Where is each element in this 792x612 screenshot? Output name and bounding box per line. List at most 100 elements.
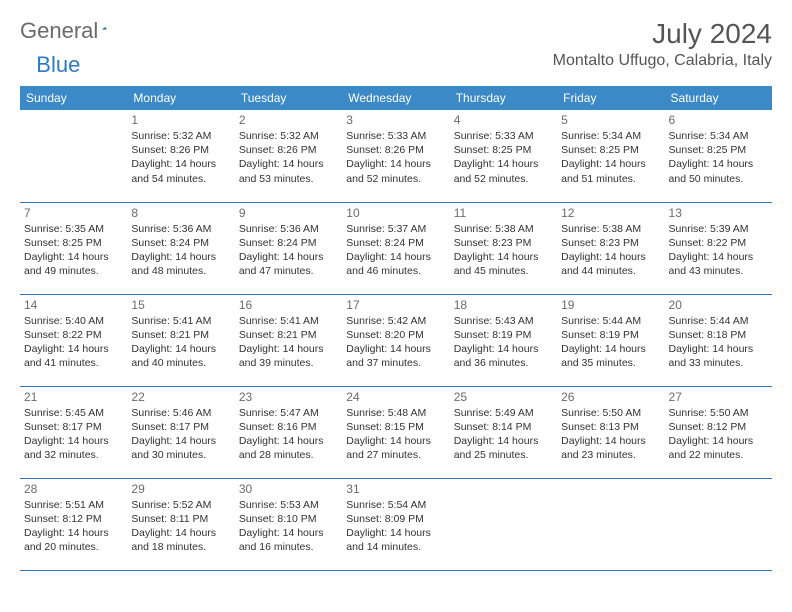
calendar-cell: 11Sunrise: 5:38 AMSunset: 8:23 PMDayligh… (450, 202, 557, 294)
day-number: 24 (346, 390, 445, 404)
day-info: Sunrise: 5:44 AMSunset: 8:19 PMDaylight:… (561, 314, 660, 371)
calendar-cell: 22Sunrise: 5:46 AMSunset: 8:17 PMDayligh… (127, 386, 234, 478)
calendar-cell: 18Sunrise: 5:43 AMSunset: 8:19 PMDayligh… (450, 294, 557, 386)
calendar-cell: 26 Sunrise: 5:50 AMSunset: 8:13 PMDayligh… (557, 386, 664, 478)
day-number: 31 (346, 482, 445, 496)
day-info: Sunrise: 5:54 AMSunset: 8:09 PMDaylight:… (346, 498, 445, 555)
day-number: 6 (669, 113, 768, 127)
day-info: Sunrise: 5:36 AMSunset: 8:24 PMDaylight:… (239, 222, 338, 279)
day-info: Sunrise: 5:39 AMSunset: 8:22 PMDaylight:… (669, 222, 768, 279)
calendar-cell: 14 Sunrise: 5:40 AMSunset: 8:22 PMDayligh… (20, 294, 127, 386)
calendar-cell: 19 Sunrise: 5:44 AMSunset: 8:19 PMDayligh… (557, 294, 664, 386)
day-info: Sunrise: 5:42 AMSunset: 8:20 PMDaylight:… (346, 314, 445, 371)
logo-arrow-icon (102, 18, 107, 38)
day-info: Sunrise: 5:52 AMSunset: 8:11 PMDaylight:… (131, 498, 230, 555)
calendar-cell: 25 Sunrise: 5:49 AMSunset: 8:14 PMDayligh… (450, 386, 557, 478)
day-info: Sunrise: 5:50 AMSunset: 8:12 PMDaylight:… (669, 406, 768, 463)
calendar-cell: 17 Sunrise: 5:42 AMSunset: 8:20 PMDayligh… (342, 294, 449, 386)
day-info: Sunrise: 5:41 AMSunset: 8:21 PMDaylight:… (131, 314, 230, 371)
day-number: 15 (131, 298, 230, 312)
calendar-cell: 27 Sunrise: 5:50 AMSunset: 8:12 PMDayligh… (665, 386, 772, 478)
day-info: Sunrise: 5:36 AMSunset: 8:24 PMDaylight:… (131, 222, 230, 279)
weekday-header: Saturday (665, 86, 772, 110)
day-info: Sunrise: 5:33 AMSunset: 8:25 PMDaylight:… (454, 129, 553, 186)
calendar-cell: 13 Sunrise: 5:39 AMSunset: 8:22 PMDayligh… (665, 202, 772, 294)
day-number: 8 (131, 206, 230, 220)
day-number: 26 (561, 390, 660, 404)
day-number: 25 (454, 390, 553, 404)
calendar-cell: 23 Sunrise: 5:47 AMSunset: 8:16 PMDayligh… (235, 386, 342, 478)
day-info: Sunrise: 5:33 AMSunset: 8:26 PMDaylight:… (346, 129, 445, 186)
calendar-cell-empty (557, 478, 664, 570)
day-number: 13 (669, 206, 768, 220)
day-info: Sunrise: 5:38 AMSunset: 8:23 PMDaylight:… (561, 222, 660, 279)
calendar-cell: 7Sunrise: 5:35 AMSunset: 8:25 PMDaylight… (20, 202, 127, 294)
day-info: Sunrise: 5:41 AMSunset: 8:21 PMDaylight:… (239, 314, 338, 371)
day-number: 5 (561, 113, 660, 127)
day-info: Sunrise: 5:45 AMSunset: 8:17 PMDaylight:… (24, 406, 123, 463)
calendar-cell: 8 Sunrise: 5:36 AMSunset: 8:24 PMDaylight… (127, 202, 234, 294)
calendar-cell: 20 Sunrise: 5:44 AMSunset: 8:18 PMDayligh… (665, 294, 772, 386)
day-info: Sunrise: 5:38 AMSunset: 8:23 PMDaylight:… (454, 222, 553, 279)
day-number: 2 (239, 113, 338, 127)
logo: General (20, 18, 130, 44)
calendar-row: 1 Sunrise: 5:32 AMSunset: 8:26 PMDaylight… (20, 110, 772, 202)
calendar-row: 7Sunrise: 5:35 AMSunset: 8:25 PMDaylight… (20, 202, 772, 294)
day-number: 27 (669, 390, 768, 404)
calendar-cell: 16Sunrise: 5:41 AMSunset: 8:21 PMDayligh… (235, 294, 342, 386)
month-title: July 2024 (553, 18, 772, 50)
day-info: Sunrise: 5:34 AMSunset: 8:25 PMDaylight:… (669, 129, 768, 186)
calendar-body: 1 Sunrise: 5:32 AMSunset: 8:26 PMDaylight… (20, 110, 772, 570)
calendar-cell-empty (20, 110, 127, 202)
day-number: 14 (24, 298, 123, 312)
day-number: 7 (24, 206, 123, 220)
calendar-cell: 5 Sunrise: 5:34 AMSunset: 8:25 PMDaylight… (557, 110, 664, 202)
day-number: 23 (239, 390, 338, 404)
day-number: 20 (669, 298, 768, 312)
day-number: 10 (346, 206, 445, 220)
calendar-head: SundayMondayTuesdayWednesdayThursdayFrid… (20, 86, 772, 110)
day-info: Sunrise: 5:34 AMSunset: 8:25 PMDaylight:… (561, 129, 660, 186)
calendar-cell: 6 Sunrise: 5:34 AMSunset: 8:25 PMDaylight… (665, 110, 772, 202)
day-info: Sunrise: 5:37 AMSunset: 8:24 PMDaylight:… (346, 222, 445, 279)
weekday-header: Sunday (20, 86, 127, 110)
weekday-header: Monday (127, 86, 234, 110)
calendar-table: SundayMondayTuesdayWednesdayThursdayFrid… (20, 86, 772, 571)
day-number: 17 (346, 298, 445, 312)
day-info: Sunrise: 5:44 AMSunset: 8:18 PMDaylight:… (669, 314, 768, 371)
day-info: Sunrise: 5:40 AMSunset: 8:22 PMDaylight:… (24, 314, 123, 371)
calendar-cell: 24 Sunrise: 5:48 AMSunset: 8:15 PMDayligh… (342, 386, 449, 478)
day-info: Sunrise: 5:48 AMSunset: 8:15 PMDaylight:… (346, 406, 445, 463)
calendar-cell: 3Sunrise: 5:33 AMSunset: 8:26 PMDaylight… (342, 110, 449, 202)
calendar-cell: 15 Sunrise: 5:41 AMSunset: 8:21 PMDayligh… (127, 294, 234, 386)
day-number: 9 (239, 206, 338, 220)
day-number: 18 (454, 298, 553, 312)
calendar-cell: 2 Sunrise: 5:32 AMSunset: 8:26 PMDaylight… (235, 110, 342, 202)
day-info: Sunrise: 5:50 AMSunset: 8:13 PMDaylight:… (561, 406, 660, 463)
day-number: 4 (454, 113, 553, 127)
day-info: Sunrise: 5:32 AMSunset: 8:26 PMDaylight:… (239, 129, 338, 186)
title-block: July 2024 Montalto Uffugo, Calabria, Ita… (553, 18, 772, 70)
weekday-header: Friday (557, 86, 664, 110)
day-number: 22 (131, 390, 230, 404)
calendar-cell-empty (450, 478, 557, 570)
day-info: Sunrise: 5:32 AMSunset: 8:26 PMDaylight:… (131, 129, 230, 186)
calendar-cell-empty (665, 478, 772, 570)
calendar-row: 28Sunrise: 5:51 AMSunset: 8:12 PMDayligh… (20, 478, 772, 570)
day-number: 21 (24, 390, 123, 404)
calendar-cell: 28Sunrise: 5:51 AMSunset: 8:12 PMDayligh… (20, 478, 127, 570)
calendar-row: 21 Sunrise: 5:45 AMSunset: 8:17 PMDayligh… (20, 386, 772, 478)
weekday-header: Tuesday (235, 86, 342, 110)
day-info: Sunrise: 5:49 AMSunset: 8:14 PMDaylight:… (454, 406, 553, 463)
day-info: Sunrise: 5:47 AMSunset: 8:16 PMDaylight:… (239, 406, 338, 463)
weekday-header: Thursday (450, 86, 557, 110)
calendar-cell: 12Sunrise: 5:38 AMSunset: 8:23 PMDayligh… (557, 202, 664, 294)
calendar-cell: 29 Sunrise: 5:52 AMSunset: 8:11 PMDayligh… (127, 478, 234, 570)
calendar-cell: 21 Sunrise: 5:45 AMSunset: 8:17 PMDayligh… (20, 386, 127, 478)
day-info: Sunrise: 5:53 AMSunset: 8:10 PMDaylight:… (239, 498, 338, 555)
calendar-cell: 31 Sunrise: 5:54 AMSunset: 8:09 PMDayligh… (342, 478, 449, 570)
day-number: 1 (131, 113, 230, 127)
day-number: 19 (561, 298, 660, 312)
logo-text-blue: Blue (36, 52, 80, 78)
day-number: 29 (131, 482, 230, 496)
